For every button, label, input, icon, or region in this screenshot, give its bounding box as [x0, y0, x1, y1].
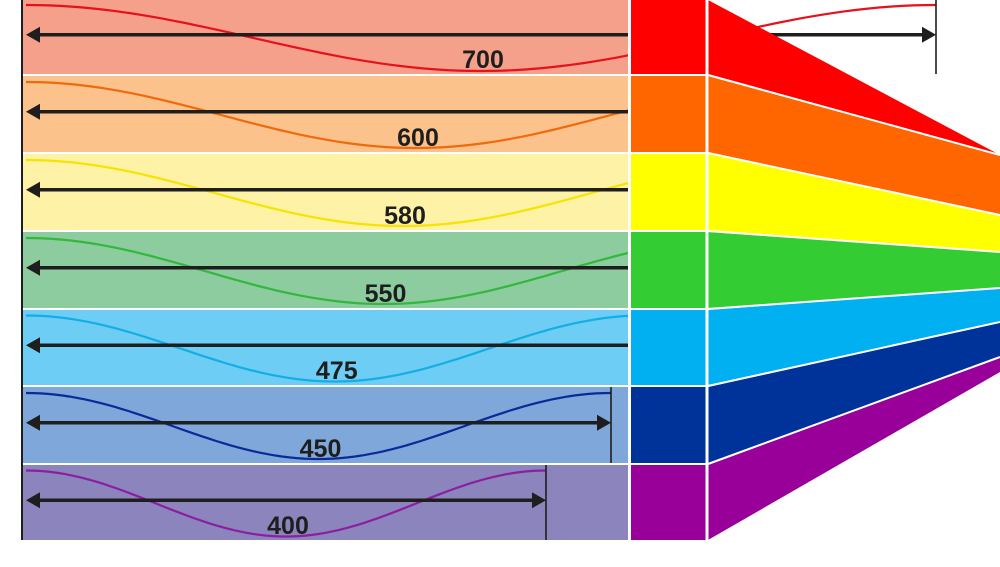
fan-divider: [707, 321, 1000, 387]
wavelength-label-475: 475: [316, 357, 358, 385]
wavelength-bar-400: [22, 465, 628, 540]
wavelength-label-450: 450: [300, 435, 342, 463]
wavelength-label-400: 400: [267, 512, 309, 540]
spectrum-beam-550: [708, 232, 1000, 308]
wavelength-bar-550: [22, 232, 628, 308]
spectrum-beam-700: [708, 0, 1000, 155]
fan-divider: [707, 230, 1000, 253]
arrowhead-left-450: [26, 414, 40, 431]
spectrum-beam-580: [708, 154, 1000, 252]
wavelength-label-600: 600: [397, 124, 439, 152]
fan-divider: [707, 74, 1000, 156]
wave-475: [25, 314, 644, 383]
wave-400: [25, 469, 547, 538]
wavelength-bar-450: [22, 387, 628, 463]
wavelength-label-700: 700: [462, 46, 504, 74]
wavelength-label-550: 550: [365, 280, 407, 308]
color-swatch-475: [631, 310, 706, 385]
wavelength-bar-475: [22, 310, 628, 385]
spectrum-beam-400: [708, 357, 1000, 540]
wave-550: [25, 236, 742, 306]
spectrum-fan: [628, 0, 1000, 540]
arrowhead-left-475: [26, 337, 40, 354]
arrowhead-left-580: [26, 181, 40, 198]
fan-divider: [707, 152, 1000, 216]
spectrum-beam-475: [708, 288, 1000, 385]
arrowhead-left-550: [26, 259, 40, 276]
arrowhead-left-700: [26, 26, 40, 43]
spectrum-beam-450: [708, 322, 1000, 463]
color-swatch-600: [631, 76, 706, 152]
color-swatch-450: [631, 387, 706, 463]
wavelength-bar-580: [22, 154, 628, 230]
arrowhead-right-400: [532, 492, 546, 509]
arrowhead-right-450: [597, 414, 611, 431]
wave-700: [25, 3, 937, 73]
fan-divider: [707, 356, 1000, 465]
color-swatch-550: [631, 232, 706, 308]
spectrum-beam-600: [708, 76, 1000, 215]
wavelength-label-580: 580: [384, 202, 426, 230]
arrowhead-left-400: [26, 492, 40, 509]
wavelength-bars: 700 600 580 550 475 450 400: [22, 0, 937, 540]
arrowhead-right-700: [922, 26, 936, 43]
color-swatch-400: [631, 465, 706, 540]
wave-450: [25, 391, 612, 461]
fan-divider: [707, 287, 1000, 310]
color-swatch-580: [631, 154, 706, 230]
color-swatches: [631, 0, 706, 540]
color-swatch-700: [631, 0, 706, 74]
arrowhead-left-600: [26, 103, 40, 120]
